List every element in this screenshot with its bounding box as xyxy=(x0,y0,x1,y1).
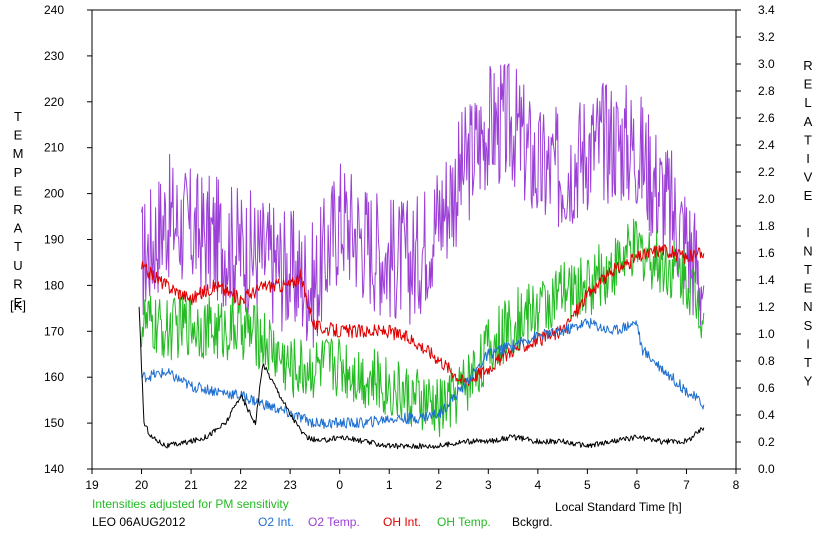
sensitivity-note: Intensities adjusted for PM sensitivity xyxy=(92,497,289,511)
right-axis-letter: E xyxy=(804,77,813,92)
x-tick-label: 3 xyxy=(485,478,492,492)
right-tick-label: 2.0 xyxy=(758,192,775,206)
left-axis-letter: T xyxy=(14,109,22,124)
left-axis-letter: M xyxy=(13,146,24,161)
right-axis-letter: E xyxy=(804,188,813,203)
series-line xyxy=(141,318,705,429)
right-axis-letter: I xyxy=(806,151,810,166)
left-tick-label: 140 xyxy=(44,462,64,476)
right-axis-letter: I xyxy=(806,225,810,240)
x-tick-label: 2 xyxy=(435,478,442,492)
right-axis-letter: Y xyxy=(804,374,813,389)
x-ticks: 19 20 21 22 23 0 1 2 3 4 5 6 7 8 xyxy=(85,469,740,492)
right-tick-label: 2.2 xyxy=(758,165,775,179)
left-tick-label: 240 xyxy=(44,3,64,17)
left-tick-label: 230 xyxy=(44,49,64,63)
x-tick-label: 4 xyxy=(535,478,542,492)
left-tick-label: 220 xyxy=(44,95,64,109)
right-axis-letter: I xyxy=(806,336,810,351)
x-tick-label: 20 xyxy=(135,478,149,492)
x-tick-label: 19 xyxy=(85,478,99,492)
right-tick-label: 2.8 xyxy=(758,84,775,98)
left-axis-letter: U xyxy=(13,258,22,273)
legend-entry: Bckgrd. xyxy=(512,515,553,529)
right-tick-label: 0.8 xyxy=(758,354,775,368)
right-axis-letter: E xyxy=(804,281,813,296)
right-tick-label: 2.6 xyxy=(758,111,775,125)
left-axis-letter: E xyxy=(14,128,23,143)
x-tick-label: 0 xyxy=(336,478,343,492)
x-tick-label: 7 xyxy=(683,478,690,492)
left-tick-label: 180 xyxy=(44,278,64,292)
left-ticks: 140 150 160 170 180 190 200 210 220 230 240 xyxy=(44,3,92,476)
right-axis-letter: T xyxy=(804,132,812,147)
legend-entry: O2 Temp. xyxy=(308,515,360,529)
left-tick-label: 210 xyxy=(44,141,64,155)
right-axis-letter: A xyxy=(804,114,813,129)
right-tick-label: 1.0 xyxy=(758,327,775,341)
right-axis-letter: T xyxy=(804,262,812,277)
series-line xyxy=(141,244,705,386)
series-line xyxy=(138,306,705,450)
series-line xyxy=(141,63,705,348)
left-axis-unit: [K] xyxy=(10,298,26,313)
left-tick-label: 200 xyxy=(44,187,64,201)
legend-entry: OH Temp. xyxy=(437,515,491,529)
left-tick-label: 190 xyxy=(44,233,64,247)
series-layer xyxy=(138,63,705,450)
x-tick-label: 21 xyxy=(184,478,198,492)
left-axis-letter: A xyxy=(14,221,23,236)
right-tick-label: 0.2 xyxy=(758,435,775,449)
x-tick-label: 23 xyxy=(283,478,297,492)
x-tick-label: 22 xyxy=(234,478,248,492)
right-tick-label: 0.0 xyxy=(758,462,775,476)
left-axis-letter: P xyxy=(14,165,23,180)
right-tick-label: 3.4 xyxy=(758,3,775,17)
right-tick-label: 3.0 xyxy=(758,57,775,71)
x-tick-label: 5 xyxy=(584,478,591,492)
left-tick-label: 170 xyxy=(44,324,64,338)
right-tick-label: 1.2 xyxy=(758,300,775,314)
legend-entry: OH Int. xyxy=(383,515,421,529)
left-axis-letter: R xyxy=(13,276,22,291)
left-axis-letter: E xyxy=(14,183,23,198)
left-axis-letter: R xyxy=(13,202,22,217)
x-tick-label: 1 xyxy=(386,478,393,492)
right-axis-letter: L xyxy=(804,95,811,110)
right-axis-letter: T xyxy=(804,355,812,370)
left-tick-label: 160 xyxy=(44,370,64,384)
right-tick-label: 1.8 xyxy=(758,219,775,233)
left-tick-label: 150 xyxy=(44,416,64,430)
right-ticks: 0.0 0.2 0.4 0.6 0.8 1.0 1.2 1.4 1.6 1.8 2.0 2.2 2.4 2… xyxy=(736,3,775,476)
legend-entry: O2 Int. xyxy=(258,515,294,529)
right-axis-letter: R xyxy=(803,58,812,73)
right-axis-letter: S xyxy=(804,318,813,333)
x-axis-label: Local Standard Time [h] xyxy=(555,500,682,514)
left-axis-letter: E xyxy=(14,295,23,310)
right-axis-letter: N xyxy=(803,243,812,258)
series-line xyxy=(141,218,705,438)
x-tick-label: 8 xyxy=(733,478,740,492)
right-axis-letter: N xyxy=(803,299,812,314)
left-axis-letter: T xyxy=(14,239,22,254)
right-tick-label: 1.6 xyxy=(758,246,775,260)
right-tick-label: 0.6 xyxy=(758,381,775,395)
right-tick-label: 3.2 xyxy=(758,30,775,44)
x-tick-label: 6 xyxy=(634,478,641,492)
right-tick-label: 2.4 xyxy=(758,138,775,152)
station-label: LEO 06AUG2012 xyxy=(92,515,186,529)
right-tick-label: 1.4 xyxy=(758,273,775,287)
legend: O2 Int. O2 Temp. OH Int. OH Temp. Bckgrd. xyxy=(258,515,553,529)
right-axis-letter: V xyxy=(804,170,813,185)
right-tick-label: 0.4 xyxy=(758,408,775,422)
